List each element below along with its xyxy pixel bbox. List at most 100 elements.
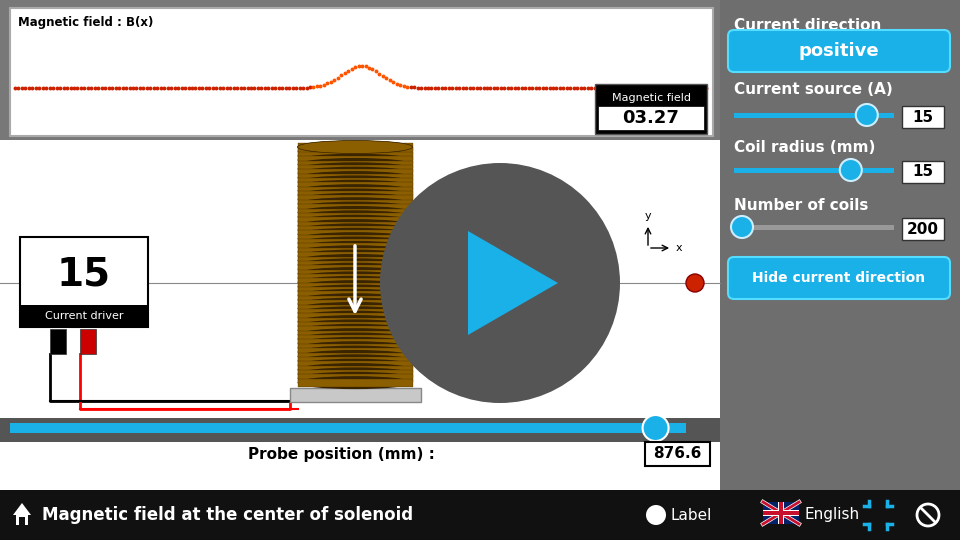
Ellipse shape — [298, 293, 413, 306]
Text: Coil radius (mm): Coil radius (mm) — [734, 140, 876, 155]
Bar — [298, 200, 413, 207]
Bar — [298, 370, 413, 378]
Bar — [298, 287, 413, 295]
Bar — [0, 140, 720, 490]
Bar — [298, 231, 413, 238]
Ellipse shape — [298, 249, 413, 262]
Bar — [298, 300, 413, 308]
Bar — [298, 335, 413, 343]
Bar — [298, 330, 413, 339]
Text: Magnetic field: Magnetic field — [612, 93, 690, 103]
Circle shape — [731, 216, 753, 238]
Ellipse shape — [298, 219, 413, 232]
Bar — [763, 511, 799, 515]
Ellipse shape — [298, 163, 413, 176]
Ellipse shape — [298, 350, 413, 363]
Ellipse shape — [298, 359, 413, 372]
Ellipse shape — [298, 337, 413, 350]
Ellipse shape — [298, 145, 413, 158]
Ellipse shape — [298, 228, 413, 241]
Bar — [16, 515, 28, 525]
Ellipse shape — [298, 224, 413, 237]
Ellipse shape — [298, 241, 413, 254]
Ellipse shape — [298, 285, 413, 298]
Bar — [298, 143, 413, 151]
Bar — [298, 305, 413, 312]
Bar — [298, 256, 413, 265]
Bar — [10, 8, 713, 136]
Bar — [734, 225, 894, 230]
Bar — [298, 160, 413, 168]
Ellipse shape — [298, 354, 413, 367]
Bar — [298, 178, 413, 186]
Bar — [298, 169, 413, 177]
Text: Magnetic field at the center of solenoid: Magnetic field at the center of solenoid — [42, 506, 413, 524]
Bar — [298, 318, 413, 326]
Ellipse shape — [298, 232, 413, 245]
Bar — [298, 296, 413, 303]
Text: Current source (A): Current source (A) — [734, 82, 893, 97]
Ellipse shape — [298, 328, 413, 341]
Ellipse shape — [298, 372, 413, 385]
Bar — [298, 322, 413, 330]
Bar — [290, 388, 420, 402]
Text: 03.27: 03.27 — [623, 109, 680, 127]
Bar — [0, 490, 960, 540]
Bar — [734, 113, 894, 118]
Ellipse shape — [298, 140, 413, 153]
Bar — [298, 183, 413, 190]
Text: Probe position (mm) :: Probe position (mm) : — [248, 447, 435, 462]
Bar — [645, 442, 710, 466]
Bar — [298, 187, 413, 194]
Ellipse shape — [298, 197, 413, 210]
Ellipse shape — [298, 171, 413, 184]
Bar — [763, 502, 799, 524]
Ellipse shape — [298, 140, 413, 153]
Bar — [298, 374, 413, 382]
Bar — [298, 152, 413, 160]
Text: Hide current direction: Hide current direction — [753, 271, 925, 285]
Bar — [80, 329, 96, 354]
Text: x: x — [676, 243, 683, 253]
Text: 15: 15 — [57, 256, 111, 294]
Text: Current direction: Current direction — [734, 18, 881, 33]
Bar — [0, 418, 720, 442]
Bar — [298, 147, 413, 156]
Bar — [298, 361, 413, 369]
Bar — [298, 348, 413, 356]
Polygon shape — [468, 231, 558, 335]
Bar — [10, 423, 686, 433]
Circle shape — [642, 415, 668, 441]
Bar — [19, 517, 25, 525]
Bar — [298, 244, 413, 251]
Ellipse shape — [298, 302, 413, 315]
Ellipse shape — [298, 245, 413, 258]
Ellipse shape — [298, 201, 413, 214]
Bar — [298, 353, 413, 360]
Bar — [20, 237, 148, 327]
Bar — [298, 274, 413, 282]
Bar — [298, 156, 413, 164]
Ellipse shape — [298, 280, 413, 293]
Circle shape — [686, 274, 704, 292]
Ellipse shape — [298, 254, 413, 267]
Bar — [298, 265, 413, 273]
Bar — [763, 510, 799, 516]
Bar — [298, 292, 413, 299]
Text: 200: 200 — [907, 221, 939, 237]
Ellipse shape — [298, 310, 413, 323]
Bar — [298, 252, 413, 260]
Bar — [20, 305, 148, 327]
Ellipse shape — [298, 272, 413, 285]
Bar — [298, 313, 413, 321]
Ellipse shape — [298, 210, 413, 224]
Ellipse shape — [298, 188, 413, 201]
Ellipse shape — [646, 505, 666, 525]
Bar — [598, 106, 704, 130]
Bar — [298, 208, 413, 217]
Ellipse shape — [298, 206, 413, 219]
Bar — [298, 279, 413, 286]
Bar — [298, 248, 413, 255]
Ellipse shape — [298, 363, 413, 376]
Bar — [595, 84, 707, 134]
